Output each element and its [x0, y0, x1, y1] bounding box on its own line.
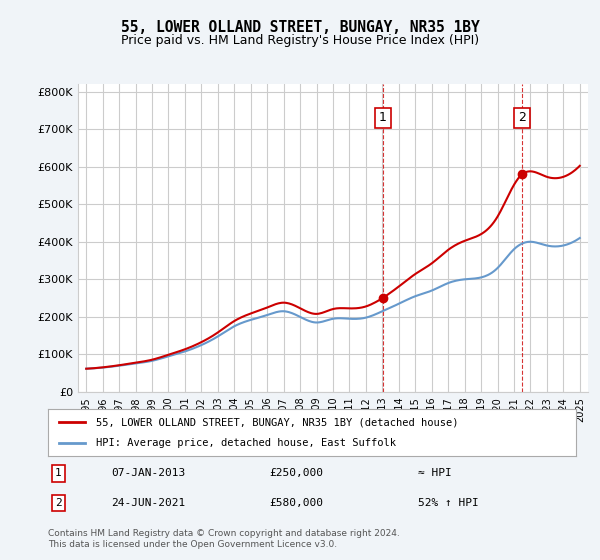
Text: 1: 1 [379, 111, 387, 124]
Text: ≈ HPI: ≈ HPI [418, 468, 451, 478]
Text: 07-JAN-2013: 07-JAN-2013 [112, 468, 185, 478]
Text: £580,000: £580,000 [270, 498, 324, 508]
Text: 52% ↑ HPI: 52% ↑ HPI [418, 498, 478, 508]
Text: 2: 2 [55, 498, 62, 508]
Text: 55, LOWER OLLAND STREET, BUNGAY, NR35 1BY: 55, LOWER OLLAND STREET, BUNGAY, NR35 1B… [121, 20, 479, 35]
Text: This data is licensed under the Open Government Licence v3.0.: This data is licensed under the Open Gov… [48, 540, 337, 549]
Text: 24-JUN-2021: 24-JUN-2021 [112, 498, 185, 508]
Text: 55, LOWER OLLAND STREET, BUNGAY, NR35 1BY (detached house): 55, LOWER OLLAND STREET, BUNGAY, NR35 1B… [95, 417, 458, 427]
Text: 1: 1 [55, 468, 62, 478]
Text: Price paid vs. HM Land Registry's House Price Index (HPI): Price paid vs. HM Land Registry's House … [121, 34, 479, 46]
Text: 2: 2 [518, 111, 526, 124]
Text: HPI: Average price, detached house, East Suffolk: HPI: Average price, detached house, East… [95, 438, 395, 448]
Text: £250,000: £250,000 [270, 468, 324, 478]
Text: Contains HM Land Registry data © Crown copyright and database right 2024.: Contains HM Land Registry data © Crown c… [48, 529, 400, 538]
